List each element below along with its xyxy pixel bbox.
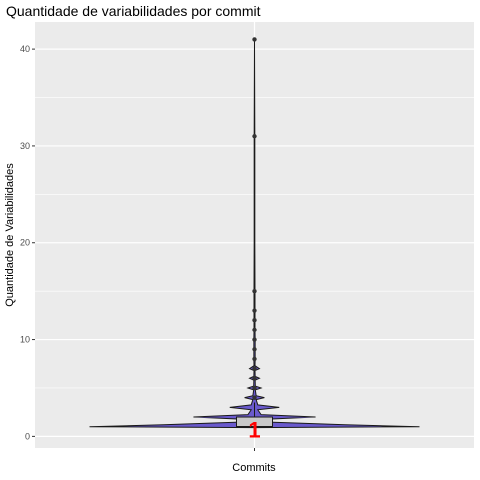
outlier-point	[252, 376, 257, 381]
outlier-point	[252, 37, 257, 42]
outlier-point	[252, 366, 257, 371]
outlier-point	[252, 134, 257, 139]
outlier-point	[252, 356, 257, 362]
y-tick-label: 0	[25, 431, 30, 441]
outlier-point	[252, 308, 257, 313]
outlier-point	[252, 288, 257, 294]
y-tick-label: 40	[20, 44, 30, 54]
outlier-point	[252, 327, 257, 333]
outlier-point	[252, 395, 257, 400]
x-axis-title: Commits	[232, 462, 276, 474]
outlier-point	[252, 347, 257, 352]
y-axis-title: Quantidade de Variabilidades	[4, 163, 16, 307]
y-axis-ticks: 0 10 20 30 40	[20, 44, 35, 441]
outlier-point	[252, 337, 257, 342]
y-tick-label: 10	[20, 335, 30, 345]
outlier-point	[252, 318, 257, 323]
outlier-point	[252, 385, 257, 391]
median-label: 1	[248, 418, 260, 443]
box-plot	[236, 402, 273, 428]
outlier-points	[252, 37, 257, 400]
chart-title: Quantidade de variabilidades por commit	[6, 3, 261, 19]
y-tick-label: 30	[20, 141, 30, 151]
y-tick-label: 20	[20, 238, 30, 248]
